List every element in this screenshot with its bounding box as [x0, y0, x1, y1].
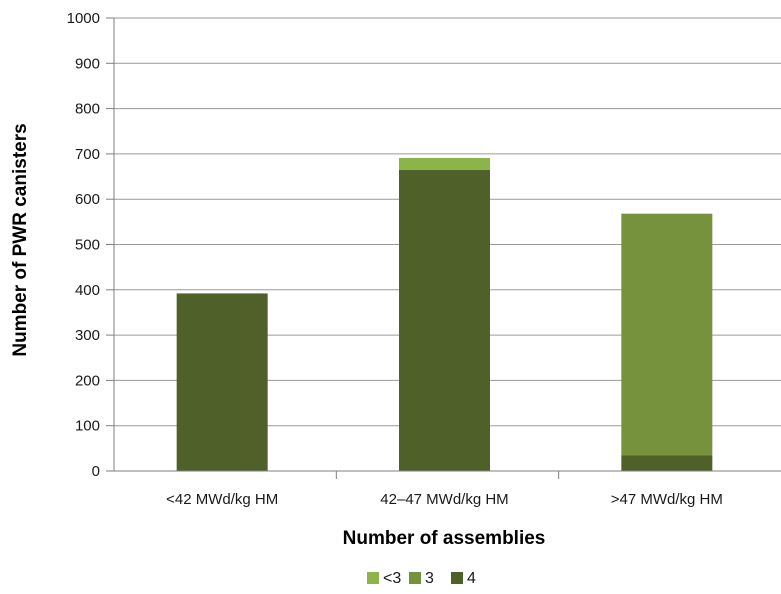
legend-label: 3	[425, 570, 434, 587]
x-tick-label: >47 MWd/kg HM	[611, 491, 723, 508]
y-tick-label: 300	[75, 327, 100, 344]
bar-segment	[176, 293, 268, 471]
x-tick-label: <42 MWd/kg HM	[166, 491, 278, 508]
legend: <3 3 4	[367, 570, 476, 587]
bars	[176, 157, 713, 471]
y-tick-label: 500	[75, 237, 100, 254]
bar-segment	[621, 455, 713, 471]
y-tick-label: 400	[75, 282, 100, 299]
x-tick-label: 42–47 MWd/kg HM	[380, 491, 508, 508]
legend-label: 4	[467, 570, 476, 587]
y-tick-label: 1000	[67, 10, 100, 27]
y-axis-title: Number of PWR canisters	[10, 123, 31, 356]
x-tick-labels: <42 MWd/kg HM 42–47 MWd/kg HM >47 MWd/kg H…	[166, 491, 723, 508]
y-tick-label: 700	[75, 146, 100, 163]
bar-segment	[621, 213, 713, 456]
legend-swatch	[451, 572, 463, 584]
legend-swatch	[409, 572, 421, 584]
y-tick-label: 0	[92, 463, 100, 480]
legend-label: <3	[383, 570, 401, 587]
y-tick-label: 100	[75, 418, 100, 435]
bar-segment	[399, 157, 490, 170]
y-tick-label: 800	[75, 101, 100, 118]
y-tick-label: 900	[75, 55, 100, 72]
x-axis-title: Number of assemblies	[343, 528, 546, 549]
bar-segment	[399, 169, 490, 471]
legend-swatch	[367, 572, 379, 584]
y-tick-label: 200	[75, 372, 100, 389]
y-tick-labels: 0 100 200 300 400 500 600 700 800 900 1000	[67, 10, 100, 480]
axes	[113, 18, 781, 479]
y-tick-label: 600	[75, 191, 100, 208]
